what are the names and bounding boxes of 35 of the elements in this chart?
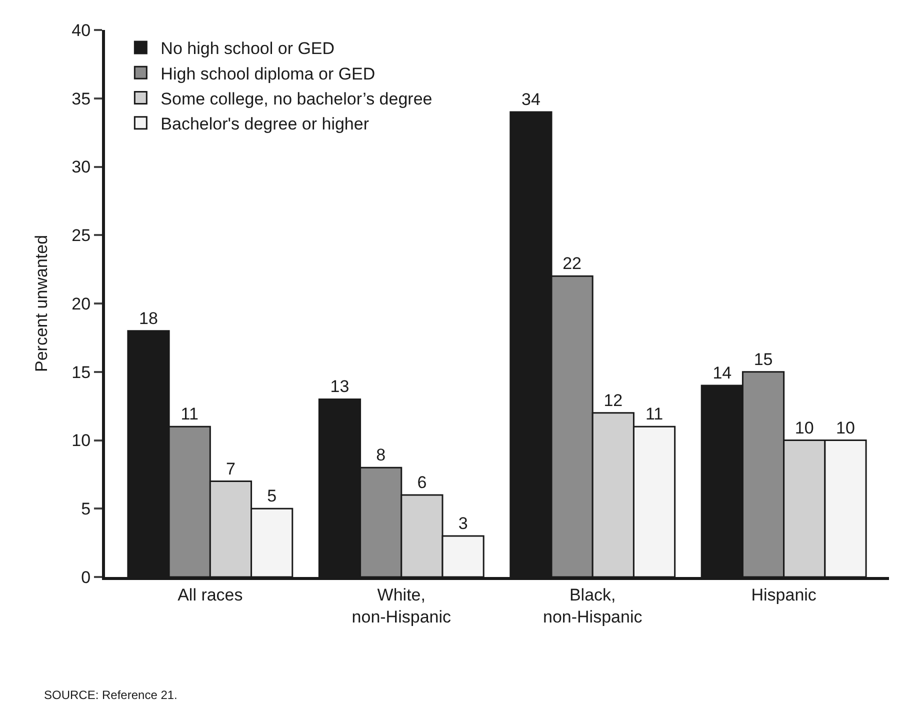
data-label: 11	[645, 404, 664, 424]
data-label: 3	[458, 514, 468, 533]
y-tick-label: 35	[72, 89, 91, 108]
data-label: 5	[267, 486, 277, 506]
data-label: 8	[376, 446, 386, 465]
y-tick-label: 0	[81, 568, 91, 587]
data-label: 10	[794, 418, 814, 438]
y-tick-label: 40	[72, 20, 91, 40]
data-label: 11	[180, 404, 198, 424]
data-label: 22	[562, 254, 582, 274]
legend-label: High school diploma or GED	[160, 64, 376, 84]
data-label: 13	[330, 377, 350, 396]
data-label: 6	[417, 472, 427, 492]
y-tick-label: 5	[81, 500, 91, 519]
x-tick-label: Hispanic	[751, 585, 817, 604]
source-note: SOURCE: Reference 21.	[44, 688, 178, 702]
data-label: 34	[521, 90, 540, 110]
legend-label: No high school or GED	[160, 39, 335, 58]
data-label: 15	[754, 350, 773, 369]
data-label: 10	[836, 418, 855, 438]
y-tick-label: 10	[72, 431, 91, 450]
legend-label: Some college, no bachelor’s degree	[160, 89, 432, 108]
x-tick-label: Black, non-Hispanic	[542, 585, 643, 626]
legend-label: Bachelor's degree or higher	[160, 114, 370, 134]
data-label: 14	[712, 364, 732, 383]
data-label: 7	[226, 459, 236, 478]
y-axis-title: Percent unwanted	[32, 234, 52, 372]
data-label: 18	[139, 308, 158, 328]
data-label: 12	[604, 390, 623, 410]
y-tick-label: 20	[72, 294, 91, 314]
x-tick-label: White, non-Hispanic	[352, 585, 452, 626]
y-tick-label: 25	[72, 226, 91, 246]
y-tick-label: 15	[72, 362, 91, 382]
y-tick-label: 30	[72, 158, 91, 177]
x-tick-label: All races	[178, 585, 243, 604]
